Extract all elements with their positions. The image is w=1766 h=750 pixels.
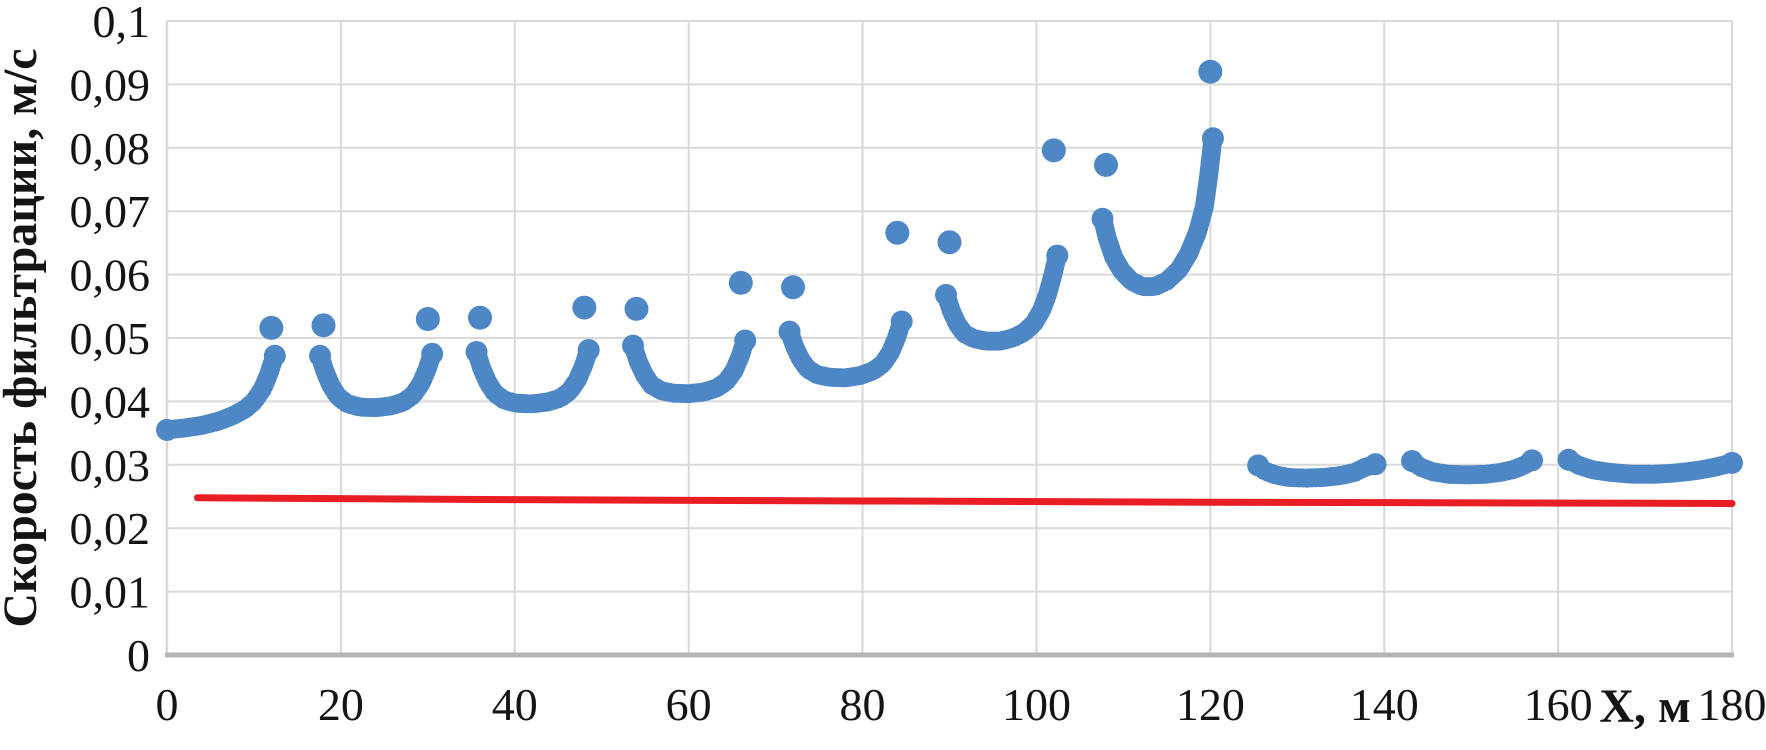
svg-text:140: 140 <box>1350 679 1419 730</box>
svg-text:0,02: 0,02 <box>70 503 151 554</box>
gridlines <box>166 20 1733 656</box>
svg-text:0,05: 0,05 <box>70 313 151 364</box>
svg-text:0,01: 0,01 <box>70 567 151 618</box>
svg-text:100: 100 <box>1002 679 1071 730</box>
y-tick-labels: 0 0,01 0,02 0,03 0,04 0,05 0,06 0,07 0,08 0,09 0,1 <box>70 0 151 681</box>
svg-text:20: 20 <box>318 679 364 730</box>
axis-lines <box>165 21 1734 658</box>
svg-text:0,1: 0,1 <box>93 0 151 47</box>
svg-text:0,07: 0,07 <box>70 186 151 237</box>
svg-text:180: 180 <box>1698 679 1766 730</box>
svg-text:160: 160 <box>1524 679 1593 730</box>
y-axis-title: Скорость фильтрации, м/с <box>0 48 47 627</box>
svg-text:0,06: 0,06 <box>70 250 151 301</box>
svg-text:60: 60 <box>666 679 712 730</box>
reference-line-series <box>193 494 1736 507</box>
svg-text:0,08: 0,08 <box>70 123 151 174</box>
svg-text:80: 80 <box>840 679 886 730</box>
svg-text:0: 0 <box>156 679 179 730</box>
svg-text:0,09: 0,09 <box>70 59 151 110</box>
svg-text:0,03: 0,03 <box>70 440 151 491</box>
x-axis-title: X, м <box>1599 680 1690 733</box>
svg-text:0: 0 <box>127 630 150 681</box>
x-tick-labels: 0 20 40 60 80 100 120 140 160 180 <box>156 679 1766 730</box>
svg-text:120: 120 <box>1176 679 1245 730</box>
svg-text:40: 40 <box>492 679 538 730</box>
svg-text:0,04: 0,04 <box>70 376 151 427</box>
scatter-series <box>156 59 1743 488</box>
